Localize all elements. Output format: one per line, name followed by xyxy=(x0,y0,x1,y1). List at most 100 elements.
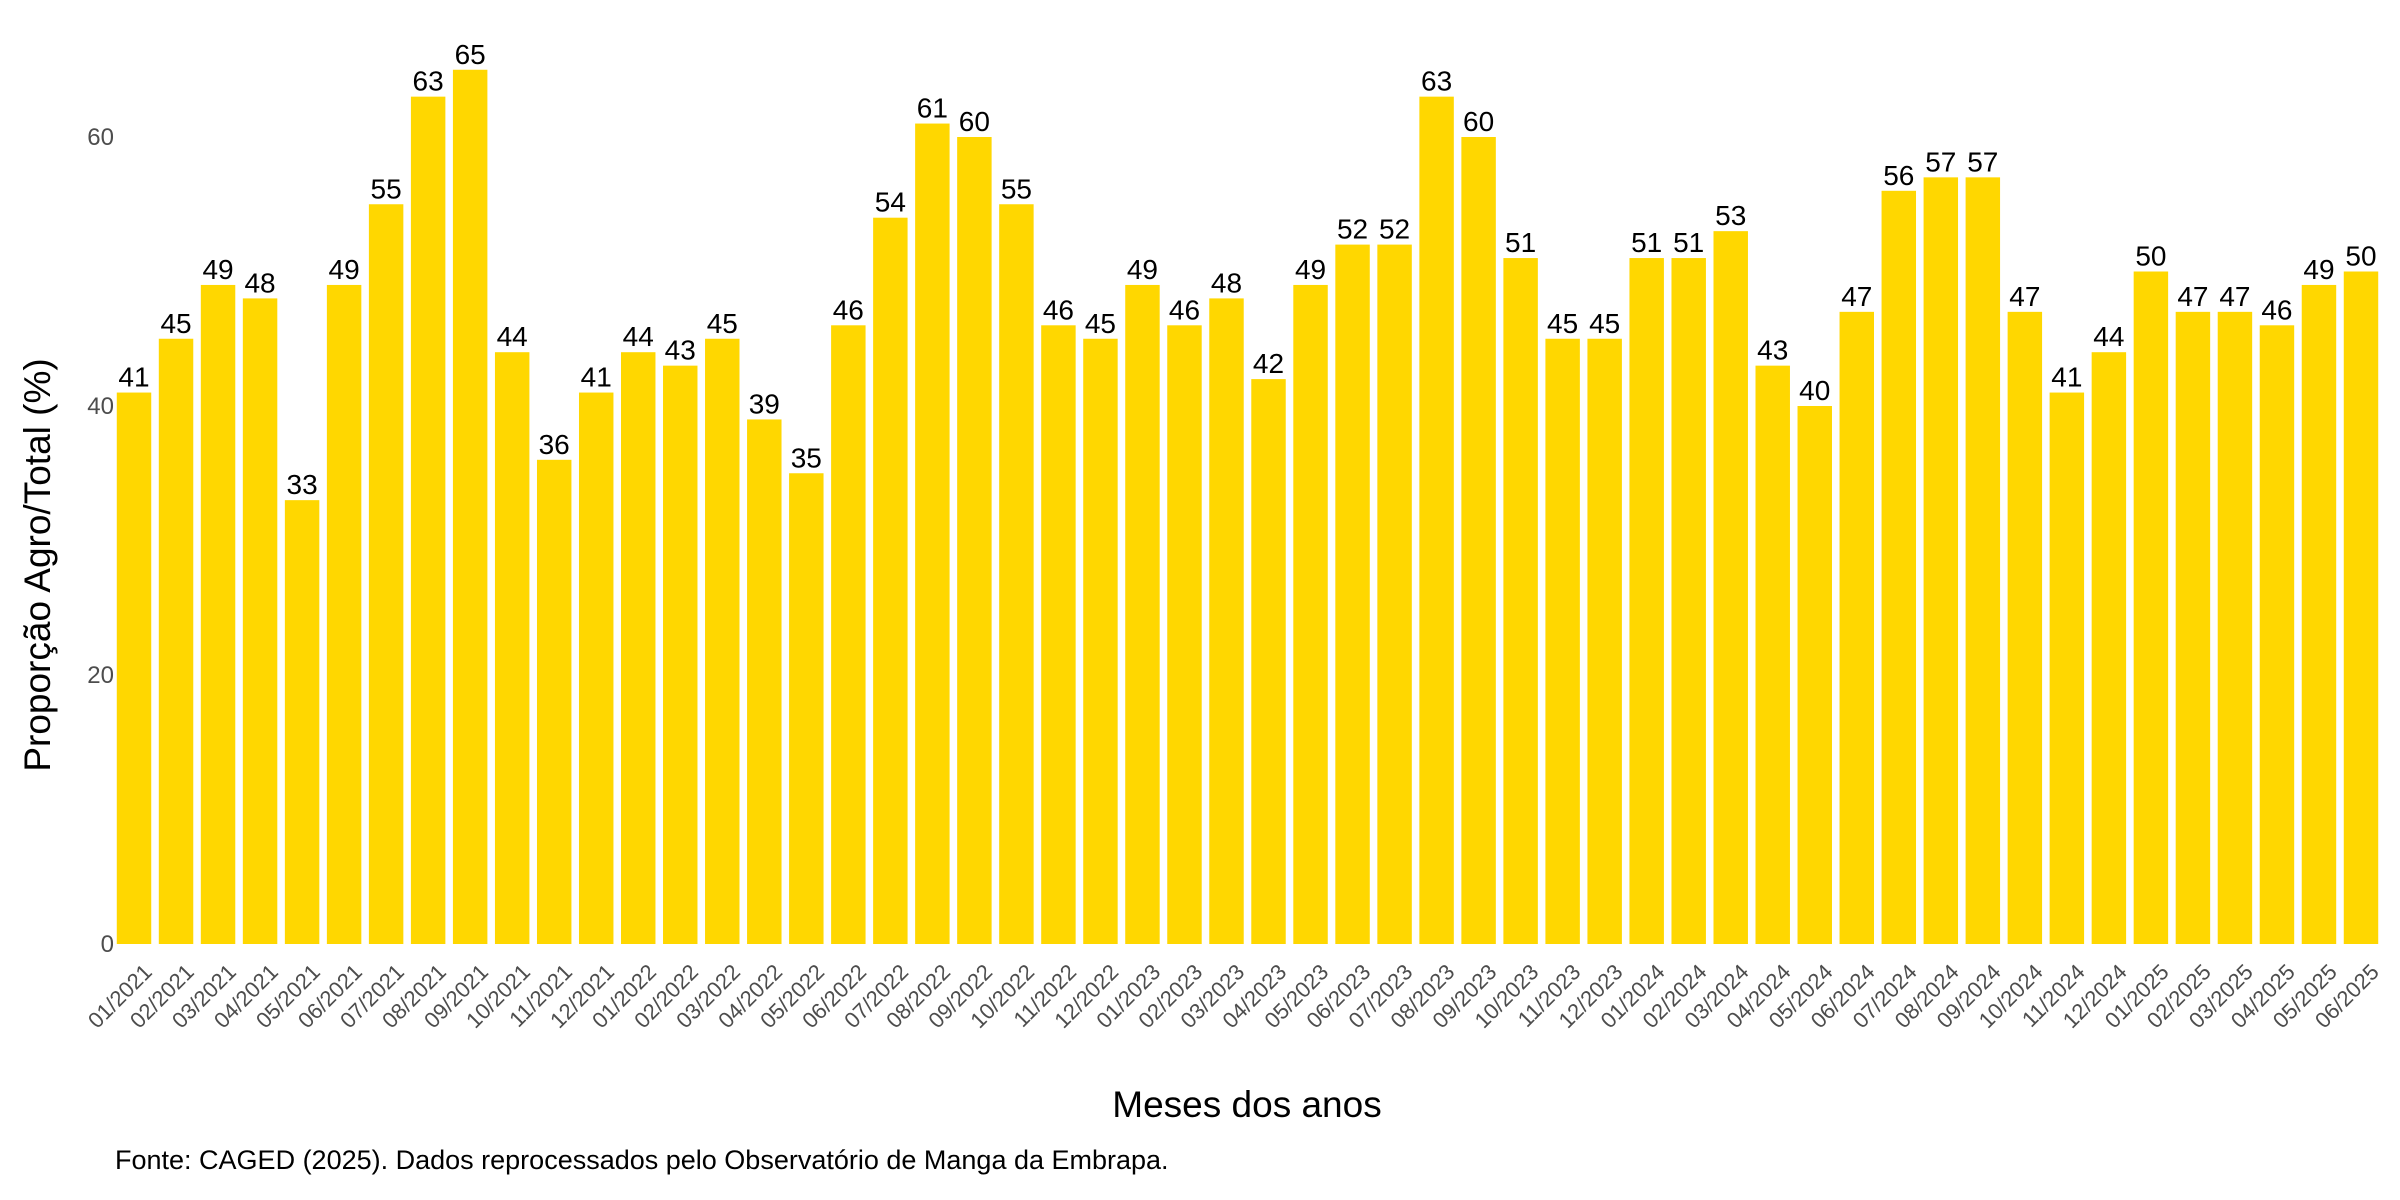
y-tick-label: 40 xyxy=(87,393,114,420)
bar-value-label: 49 xyxy=(2303,254,2334,285)
bar-value-label: 49 xyxy=(1127,254,1158,285)
y-tick-label: 20 xyxy=(87,662,114,689)
bar-03-2024 xyxy=(1713,231,1748,944)
bar-value-label: 42 xyxy=(1253,348,1284,379)
bar-12-2021 xyxy=(578,392,614,944)
bar-07-2021 xyxy=(368,204,404,944)
bar-value-label: 39 xyxy=(749,388,780,419)
bar-value-label: 63 xyxy=(1421,66,1452,97)
x-axis-ticks: 01/202102/202103/202104/202105/202106/20… xyxy=(83,959,2384,1033)
bar-08-2024 xyxy=(1923,177,1959,945)
bar-value-label: 35 xyxy=(791,442,822,473)
bar-value-label: 48 xyxy=(244,267,275,298)
bar-value-label: 47 xyxy=(2219,281,2250,312)
bar-07-2022 xyxy=(873,217,908,944)
bar-value-label: 45 xyxy=(160,308,191,339)
bar-value-label: 41 xyxy=(118,362,149,393)
bar-value-label: 44 xyxy=(2093,321,2124,352)
x-axis-title: Meses dos anos xyxy=(1112,1084,1381,1125)
bar-01-2024 xyxy=(1629,258,1664,944)
bar-11-2024 xyxy=(2049,392,2085,944)
bar-value-label: 46 xyxy=(2261,294,2292,325)
bar-03-2025 xyxy=(2217,311,2253,945)
bar-06-2022 xyxy=(831,325,866,944)
bar-value-label: 50 xyxy=(2135,241,2166,272)
bar-value-label: 44 xyxy=(497,321,528,352)
bar-03-2022 xyxy=(705,338,740,944)
bar-value-label: 47 xyxy=(1841,281,1872,312)
bar-09-2022 xyxy=(957,137,992,944)
bar-02-2022 xyxy=(663,365,698,944)
bar-value-label: 41 xyxy=(581,362,612,393)
bar-02-2021 xyxy=(158,338,194,944)
bar-value-label: 52 xyxy=(1379,214,1410,245)
bar-value-label: 50 xyxy=(2345,241,2376,272)
bar-value-label: 43 xyxy=(665,335,696,366)
bar-04-2021 xyxy=(242,298,278,944)
bar-01-2025 xyxy=(2133,271,2169,944)
bar-06-2024 xyxy=(1839,311,1874,945)
bar-value-label: 60 xyxy=(1463,106,1494,137)
bar-value-label: 44 xyxy=(623,321,654,352)
bar-11-2022 xyxy=(1041,325,1076,944)
bar-05-2021 xyxy=(284,500,320,944)
bar-03-2023 xyxy=(1209,298,1244,944)
bar-value-label: 45 xyxy=(1589,308,1620,339)
y-axis-ticks: 0 20 40 60 xyxy=(87,124,114,958)
bar-11-2021 xyxy=(536,459,572,944)
bar-value-label: 49 xyxy=(1295,254,1326,285)
bar-08-2021 xyxy=(410,96,446,944)
bar-04-2024 xyxy=(1755,365,1790,944)
bar-09-2021 xyxy=(452,69,488,944)
bar-value-label: 47 xyxy=(2009,281,2040,312)
bar-05-2025 xyxy=(2301,284,2337,944)
bar-value-label: 36 xyxy=(539,429,570,460)
bar-value-label: 65 xyxy=(455,39,486,70)
bar-12-2023 xyxy=(1587,338,1622,944)
bar-value-label: 49 xyxy=(202,254,233,285)
bar-06-2021 xyxy=(326,284,362,944)
bar-10-2024 xyxy=(2007,311,2043,945)
bar-value-label: 46 xyxy=(833,294,864,325)
bar-value-label: 55 xyxy=(371,173,402,204)
bar-value-label: 60 xyxy=(959,106,990,137)
bar-value-label: 41 xyxy=(2051,362,2082,393)
bar-08-2023 xyxy=(1419,96,1454,944)
bars-group xyxy=(116,69,2379,945)
bar-value-label: 57 xyxy=(1925,146,1956,177)
bar-04-2025 xyxy=(2259,325,2295,944)
bar-labels-group: 41 45 49 48 33 49 55 63 65 44 36 41 44 43 45 39 35 46 54 61… xyxy=(118,39,2376,500)
bar-07-2023 xyxy=(1377,244,1412,945)
bar-value-label: 49 xyxy=(329,254,360,285)
bar-value-label: 63 xyxy=(413,66,444,97)
bar-05-2023 xyxy=(1293,284,1328,944)
bar-10-2022 xyxy=(999,204,1034,944)
bar-value-label: 61 xyxy=(917,93,948,124)
bar-value-label: 40 xyxy=(1799,375,1830,406)
bar-value-label: 45 xyxy=(1547,308,1578,339)
bar-02-2024 xyxy=(1671,258,1706,944)
bar-10-2021 xyxy=(494,352,530,944)
bar-12-2022 xyxy=(1083,338,1118,944)
bar-01-2023 xyxy=(1125,284,1160,944)
bar-03-2021 xyxy=(200,284,236,944)
bar-value-label: 52 xyxy=(1337,214,1368,245)
bar-value-label: 54 xyxy=(875,187,906,218)
bar-08-2022 xyxy=(915,123,950,945)
bar-value-label: 45 xyxy=(707,308,738,339)
bar-09-2023 xyxy=(1461,137,1496,944)
bar-06-2023 xyxy=(1335,244,1370,945)
bar-value-label: 51 xyxy=(1631,227,1662,258)
bar-06-2025 xyxy=(2343,271,2379,944)
bar-01-2022 xyxy=(621,352,656,944)
bar-value-label: 46 xyxy=(1043,294,1074,325)
bar-value-label: 57 xyxy=(1967,146,1998,177)
bar-11-2023 xyxy=(1545,338,1580,944)
bar-value-label: 51 xyxy=(1673,227,1704,258)
bar-09-2024 xyxy=(1965,177,2001,945)
y-axis-title: Proporção Agro/Total (%) xyxy=(17,358,58,771)
bar-value-label: 43 xyxy=(1757,335,1788,366)
bar-value-label: 47 xyxy=(2177,281,2208,312)
bar-10-2023 xyxy=(1503,258,1538,944)
